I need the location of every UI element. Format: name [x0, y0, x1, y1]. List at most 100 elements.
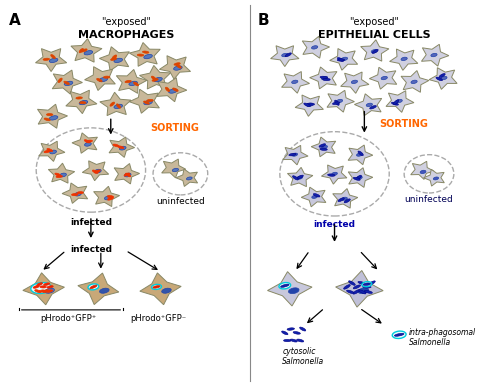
Polygon shape — [311, 137, 336, 157]
Polygon shape — [71, 39, 102, 62]
Ellipse shape — [52, 56, 58, 59]
Ellipse shape — [60, 173, 64, 177]
Ellipse shape — [108, 59, 115, 61]
Polygon shape — [140, 273, 181, 305]
Polygon shape — [268, 272, 312, 306]
Ellipse shape — [407, 82, 412, 87]
Ellipse shape — [153, 286, 160, 288]
Polygon shape — [130, 42, 160, 66]
Ellipse shape — [299, 328, 306, 330]
Polygon shape — [348, 168, 373, 187]
Ellipse shape — [112, 57, 116, 61]
Polygon shape — [340, 72, 369, 93]
Polygon shape — [94, 186, 120, 207]
Polygon shape — [288, 168, 313, 187]
Ellipse shape — [410, 80, 416, 84]
Ellipse shape — [79, 100, 88, 105]
Ellipse shape — [164, 89, 170, 91]
Ellipse shape — [358, 281, 366, 285]
Ellipse shape — [321, 144, 327, 148]
Polygon shape — [116, 69, 147, 93]
Ellipse shape — [94, 169, 101, 173]
Ellipse shape — [366, 103, 372, 107]
Ellipse shape — [104, 196, 111, 200]
Polygon shape — [52, 70, 82, 94]
Ellipse shape — [358, 290, 366, 294]
Ellipse shape — [306, 103, 313, 107]
Ellipse shape — [178, 66, 184, 69]
Ellipse shape — [381, 76, 388, 80]
Ellipse shape — [327, 173, 334, 175]
Ellipse shape — [332, 172, 338, 175]
Polygon shape — [129, 89, 160, 113]
Polygon shape — [348, 145, 373, 165]
Ellipse shape — [100, 288, 109, 293]
Ellipse shape — [290, 339, 298, 342]
Ellipse shape — [50, 150, 56, 154]
Ellipse shape — [84, 51, 92, 55]
Polygon shape — [176, 169, 198, 186]
Ellipse shape — [354, 284, 360, 289]
Ellipse shape — [123, 173, 128, 177]
Polygon shape — [78, 273, 119, 305]
Ellipse shape — [84, 140, 88, 144]
Polygon shape — [429, 68, 457, 89]
Polygon shape — [162, 159, 186, 178]
Ellipse shape — [308, 193, 313, 197]
Ellipse shape — [401, 57, 407, 61]
Polygon shape — [401, 71, 429, 92]
Ellipse shape — [353, 290, 360, 294]
Polygon shape — [282, 71, 310, 93]
Ellipse shape — [50, 151, 54, 154]
Text: uninfected: uninfected — [404, 195, 454, 204]
Ellipse shape — [81, 52, 87, 54]
Ellipse shape — [321, 144, 327, 148]
Ellipse shape — [60, 173, 66, 177]
Ellipse shape — [50, 151, 54, 156]
Ellipse shape — [101, 195, 106, 198]
Ellipse shape — [36, 283, 43, 286]
Ellipse shape — [148, 101, 154, 103]
Polygon shape — [100, 47, 130, 71]
Ellipse shape — [170, 66, 176, 68]
Ellipse shape — [172, 168, 178, 172]
Polygon shape — [422, 44, 449, 66]
Ellipse shape — [85, 142, 90, 146]
Ellipse shape — [144, 100, 152, 105]
Polygon shape — [332, 189, 358, 208]
Ellipse shape — [356, 178, 364, 181]
Text: "exposed": "exposed" — [100, 17, 150, 27]
Ellipse shape — [314, 47, 322, 49]
Ellipse shape — [336, 99, 342, 103]
Polygon shape — [410, 161, 434, 179]
Ellipse shape — [411, 80, 417, 83]
Ellipse shape — [82, 97, 88, 100]
Ellipse shape — [380, 79, 387, 81]
Ellipse shape — [98, 75, 104, 77]
Polygon shape — [390, 49, 418, 70]
Ellipse shape — [50, 116, 58, 120]
Ellipse shape — [62, 78, 68, 80]
Ellipse shape — [120, 174, 124, 178]
Ellipse shape — [74, 192, 82, 196]
Ellipse shape — [282, 53, 288, 57]
Text: uninfected: uninfected — [156, 197, 205, 206]
Ellipse shape — [311, 45, 316, 50]
Polygon shape — [386, 91, 414, 112]
Polygon shape — [72, 133, 98, 153]
Ellipse shape — [54, 117, 59, 120]
Ellipse shape — [356, 150, 361, 155]
Ellipse shape — [280, 284, 289, 287]
Polygon shape — [322, 165, 347, 184]
Ellipse shape — [348, 282, 356, 284]
Ellipse shape — [142, 56, 148, 59]
Ellipse shape — [431, 53, 437, 57]
Ellipse shape — [42, 290, 48, 293]
Ellipse shape — [152, 284, 162, 290]
Ellipse shape — [168, 89, 177, 93]
Polygon shape — [301, 187, 326, 207]
Ellipse shape — [158, 77, 164, 80]
Ellipse shape — [296, 176, 303, 179]
Ellipse shape — [114, 104, 122, 108]
Polygon shape — [283, 146, 308, 165]
